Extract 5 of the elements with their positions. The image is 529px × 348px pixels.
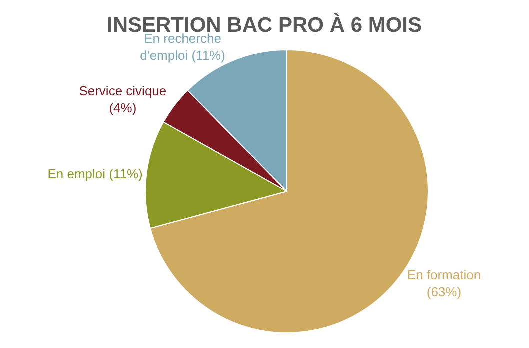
slice-label: En formation xyxy=(407,267,482,282)
slice-label: Service civique xyxy=(79,84,167,99)
data-label: (63%) xyxy=(426,284,462,300)
slice-label: En emploi (11%) xyxy=(48,166,143,182)
data-label: (4%) xyxy=(109,100,137,116)
